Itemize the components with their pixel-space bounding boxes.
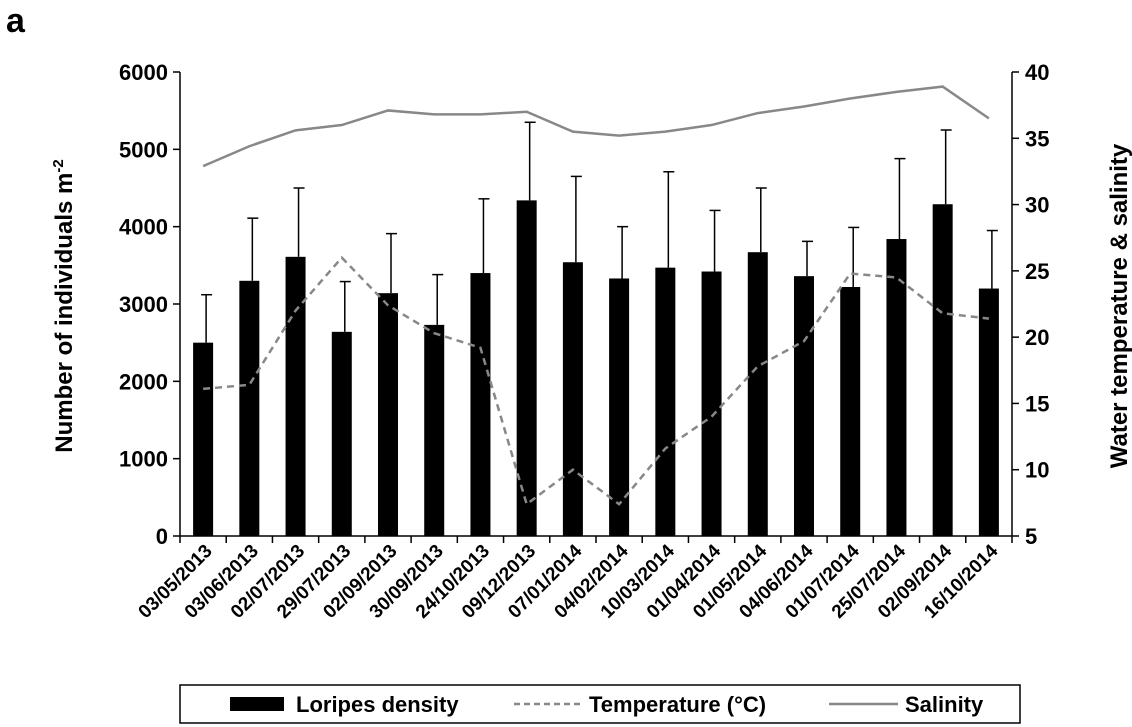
lines-group bbox=[202, 85, 990, 507]
bar-9 bbox=[609, 278, 630, 536]
y-tick-label: 6000 bbox=[119, 60, 168, 85]
y2-tick-label: 15 bbox=[1025, 391, 1049, 416]
y-ticks-group: 0 1000 2000 3000 4000 5000 6000 bbox=[119, 60, 180, 549]
bar-16 bbox=[932, 204, 953, 537]
y2-tick-label: 25 bbox=[1025, 259, 1049, 284]
bar-8 bbox=[562, 262, 583, 536]
bar-12 bbox=[747, 252, 768, 537]
y2-tick-label: 30 bbox=[1025, 193, 1049, 218]
y-tick-label: 3000 bbox=[119, 292, 168, 317]
y2-axis-title: Water temperature & salinity bbox=[1106, 143, 1132, 468]
y-axis-title: Number of individuals m-2 bbox=[50, 159, 78, 452]
salinity-line bbox=[202, 85, 990, 168]
y-tick-label: 1000 bbox=[119, 447, 168, 472]
error-bars-group bbox=[201, 121, 998, 343]
bar-10 bbox=[655, 267, 676, 536]
legend-swatch-density bbox=[230, 697, 284, 711]
bar-17 bbox=[978, 288, 999, 536]
bar-1 bbox=[239, 280, 260, 536]
bar-6 bbox=[470, 273, 491, 536]
x-ticks-group: 03/05/201303/06/201302/07/201329/07/2013… bbox=[135, 540, 1003, 622]
y-tick-label: 2000 bbox=[119, 369, 168, 394]
y2-tick-label: 40 bbox=[1025, 60, 1049, 85]
y2-ticks-group: 5 10 15 20 25 30 35 40 bbox=[1012, 60, 1049, 549]
bar-2 bbox=[285, 256, 306, 536]
y2-tick-label: 10 bbox=[1025, 458, 1049, 483]
bar-14 bbox=[840, 286, 861, 536]
bar-3 bbox=[331, 331, 352, 536]
legend-label-temperature: Temperature (°C) bbox=[589, 692, 766, 717]
y-tick-label: 4000 bbox=[119, 215, 168, 240]
legend: Loripes density Temperature (°C) Salinit… bbox=[179, 684, 1021, 724]
y2-tick-label: 5 bbox=[1025, 524, 1037, 549]
bar-0 bbox=[193, 342, 214, 536]
y2-tick-label: 20 bbox=[1025, 325, 1049, 350]
temperature-line bbox=[203, 255, 990, 507]
bars-group bbox=[193, 200, 999, 537]
legend-label-salinity: Salinity bbox=[905, 692, 984, 717]
y2-tick-label: 35 bbox=[1025, 126, 1049, 151]
bar-7 bbox=[516, 200, 537, 536]
bar-15 bbox=[886, 239, 907, 537]
bar-4 bbox=[378, 293, 398, 536]
legend-label-density: Loripes density bbox=[296, 692, 459, 717]
y-tick-label: 5000 bbox=[119, 137, 168, 162]
bar-5 bbox=[424, 324, 445, 536]
bar-13 bbox=[794, 276, 814, 536]
bar-11 bbox=[701, 271, 722, 536]
y-tick-label: 0 bbox=[156, 524, 168, 549]
panel-label: a bbox=[6, 2, 26, 40]
